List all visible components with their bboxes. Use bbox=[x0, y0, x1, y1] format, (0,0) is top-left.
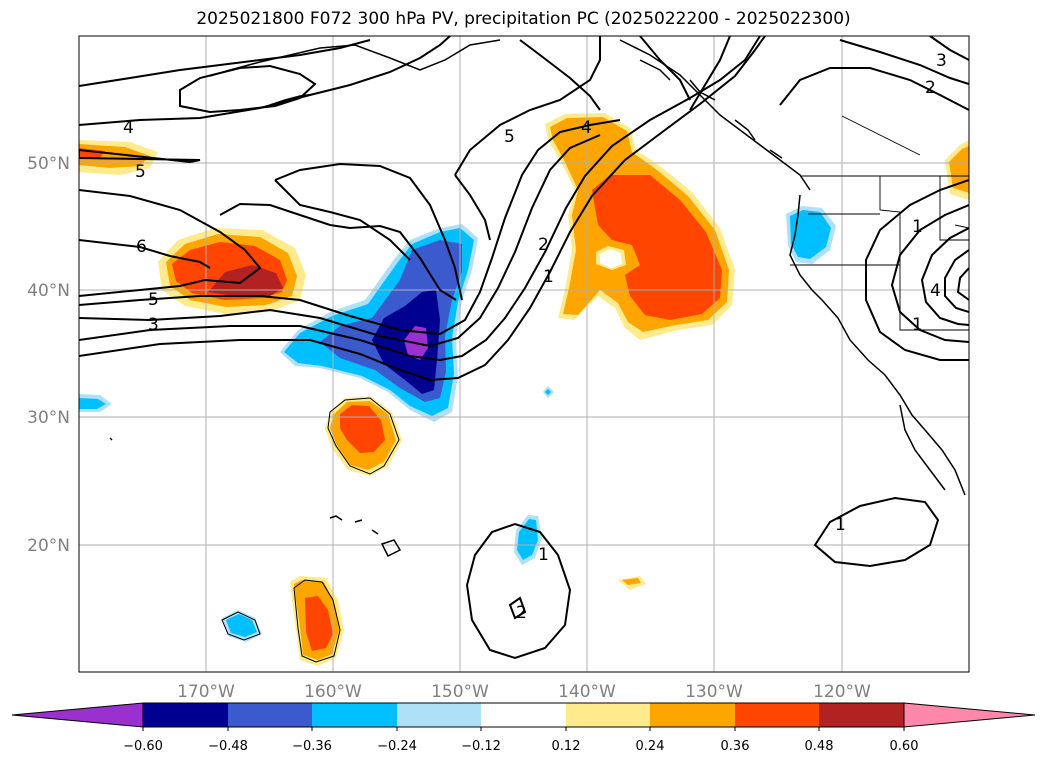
colorbar-tick-label: −0.24 bbox=[377, 739, 417, 754]
contour-labels: 4 5 6 5 3 5 2 1 4 2 1 1 1 1 2 3 4 bbox=[123, 51, 947, 623]
colorbar-extend-low bbox=[11, 702, 144, 728]
lat-tick-labels: 50°N 40°N 30°N 20°N bbox=[27, 154, 70, 556]
contour-label: 2 bbox=[538, 235, 549, 255]
lon-tick-label: 170°W bbox=[177, 682, 235, 702]
colorbar-segment bbox=[735, 703, 819, 727]
colorbar-tick-label: −0.48 bbox=[208, 739, 248, 754]
contour-label: 4 bbox=[930, 281, 941, 301]
contour-label: 4 bbox=[581, 118, 592, 138]
colorbar-extend-high bbox=[903, 702, 1036, 728]
colorbar-segment bbox=[143, 703, 228, 727]
lat-tick-label: 30°N bbox=[27, 408, 70, 428]
contour-label: 1 bbox=[912, 315, 923, 335]
colorbar-segment bbox=[481, 703, 566, 727]
shade-negative bbox=[790, 210, 831, 259]
map-title: 2025021800 F072 300 hPa PV, precipitatio… bbox=[196, 9, 851, 29]
colorbar-tick-label: −0.60 bbox=[123, 739, 163, 754]
contour-label: 4 bbox=[123, 118, 134, 138]
contour-label: 1 bbox=[912, 217, 923, 237]
graticule bbox=[79, 36, 969, 672]
contour-label: 1 bbox=[835, 515, 846, 535]
colorbar-segment bbox=[566, 703, 650, 727]
colorbar-tick-label: 0.24 bbox=[636, 739, 665, 754]
shade-negative bbox=[545, 389, 551, 395]
colorbar-segment bbox=[228, 703, 312, 727]
contour-label: 1 bbox=[543, 267, 554, 287]
colorbar-tick-label: 0.12 bbox=[552, 739, 581, 754]
borders bbox=[790, 115, 969, 331]
lon-tick-label: 150°W bbox=[431, 682, 489, 702]
colorbar-tick-label: 0.60 bbox=[890, 739, 919, 754]
shade-positive bbox=[622, 578, 641, 585]
shade-positive bbox=[305, 596, 333, 651]
lon-tick-label: 130°W bbox=[685, 682, 743, 702]
contour-label: 2 bbox=[516, 603, 527, 623]
precip-shading bbox=[79, 113, 969, 666]
lon-tick-labels: 170°W 160°W 150°W 140°W 130°W 120°W bbox=[177, 682, 871, 702]
contour-label: 2 bbox=[925, 78, 936, 98]
shade-zero bbox=[600, 249, 622, 268]
lon-tick-label: 160°W bbox=[304, 682, 362, 702]
colorbar-tick-label: −0.12 bbox=[461, 739, 501, 754]
colorbar-tick-label: −0.36 bbox=[292, 739, 332, 754]
colorbar-segment bbox=[397, 703, 481, 727]
colorbar-tick-label: 0.48 bbox=[805, 739, 834, 754]
colorbar-tick-label: 0.36 bbox=[721, 739, 750, 754]
shade-positive bbox=[592, 175, 722, 320]
contour-label: 3 bbox=[936, 51, 947, 71]
lon-tick-label: 120°W bbox=[813, 682, 871, 702]
shade-negative bbox=[226, 614, 257, 637]
contour-label: 6 bbox=[136, 237, 147, 257]
lon-tick-label: 140°W bbox=[558, 682, 616, 702]
shade-positive bbox=[79, 144, 150, 168]
contour-label: 3 bbox=[148, 315, 159, 335]
colorbar-segment bbox=[312, 703, 397, 727]
colorbar-segment bbox=[650, 703, 735, 727]
shade-positive bbox=[208, 265, 283, 297]
contour-label: 5 bbox=[504, 127, 515, 147]
lat-tick-label: 50°N bbox=[27, 154, 70, 174]
contour-label: 5 bbox=[135, 162, 146, 182]
contour-label: 5 bbox=[148, 290, 159, 310]
map-panel: 4 5 6 5 3 5 2 1 4 2 1 1 1 1 2 3 4 bbox=[79, 36, 969, 672]
contour-label: 1 bbox=[538, 545, 549, 565]
lat-tick-label: 40°N bbox=[27, 281, 70, 301]
colorbar-segment bbox=[819, 703, 904, 727]
pv-contours bbox=[79, 36, 969, 663]
map-frame bbox=[78, 35, 970, 673]
colorbar: −0.60 −0.48 −0.36 −0.24 −0.12 0.12 0.24 … bbox=[11, 702, 1036, 754]
lat-tick-label: 20°N bbox=[27, 536, 70, 556]
colorbar-frame bbox=[142, 702, 905, 728]
shade-negative bbox=[79, 398, 106, 409]
